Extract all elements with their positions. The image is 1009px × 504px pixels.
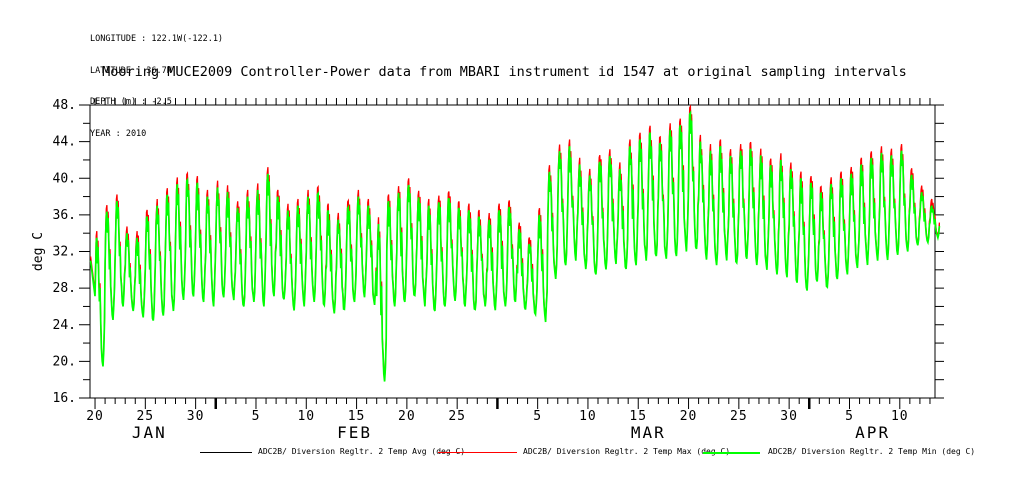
x-tick-label: 20 <box>680 409 698 424</box>
axis-labels: 16. 20. 24. 28. 32. 36. 40. 44. 48. 20 25 30 5 10 15 20… <box>31 98 909 442</box>
x-tick-label: 25 <box>730 409 748 424</box>
y-tick-label: 24. <box>53 318 76 333</box>
x-tick-label: 25 <box>448 409 466 424</box>
meta-year: YEAR : 2010 <box>90 128 147 139</box>
x-tick-label: 5 <box>845 409 854 424</box>
y-tick-label: 44. <box>53 135 76 150</box>
month-label: APR <box>855 423 890 442</box>
x-tick-label: 20 <box>398 409 416 424</box>
axis-ticks <box>79 98 944 409</box>
metadata-block: LONGITUDE : 122.1W(-122.1) LATITUDE : 36… <box>90 13 223 150</box>
y-tick-label: 32. <box>53 245 76 260</box>
y-tick-label: 16. <box>53 391 76 406</box>
y-tick-label: 36. <box>53 208 76 223</box>
y-tick-label: 20. <box>53 354 76 369</box>
x-tick-label: 15 <box>629 409 647 424</box>
x-tick-label: 10 <box>297 409 315 424</box>
x-tick-label: 5 <box>252 409 261 424</box>
x-tick-label: 10 <box>891 409 909 424</box>
month-label: FEB <box>337 423 372 442</box>
y-tick-label: 28. <box>53 281 76 296</box>
x-tick-label: 15 <box>348 409 366 424</box>
x-tick-label: 30 <box>187 409 205 424</box>
meta-depth: DEPTH (m) : -2.5 <box>90 97 172 107</box>
chart-title: Mooring MUCE2009 Controller-Power data f… <box>102 64 907 80</box>
x-tick-label: 10 <box>579 409 597 424</box>
month-label: MAR <box>631 423 666 442</box>
series-lines <box>89 104 941 382</box>
month-label: JAN <box>132 423 167 442</box>
x-tick-label: 25 <box>136 409 154 424</box>
y-axis-label: deg C <box>31 232 46 271</box>
x-tick-label: 5 <box>533 409 542 424</box>
y-tick-label: 48. <box>53 98 76 113</box>
series-avg-line <box>90 108 940 381</box>
x-tick-label: 20 <box>86 409 104 424</box>
meta-longitude: LONGITUDE : 122.1W(-122.1) <box>90 34 224 44</box>
x-tick-label: 30 <box>780 409 798 424</box>
y-tick-label: 40. <box>53 171 76 186</box>
series-min-line <box>89 110 941 382</box>
series-max-line <box>89 104 941 380</box>
meta-latitude: LATITUDE : 36.7N <box>90 65 172 76</box>
